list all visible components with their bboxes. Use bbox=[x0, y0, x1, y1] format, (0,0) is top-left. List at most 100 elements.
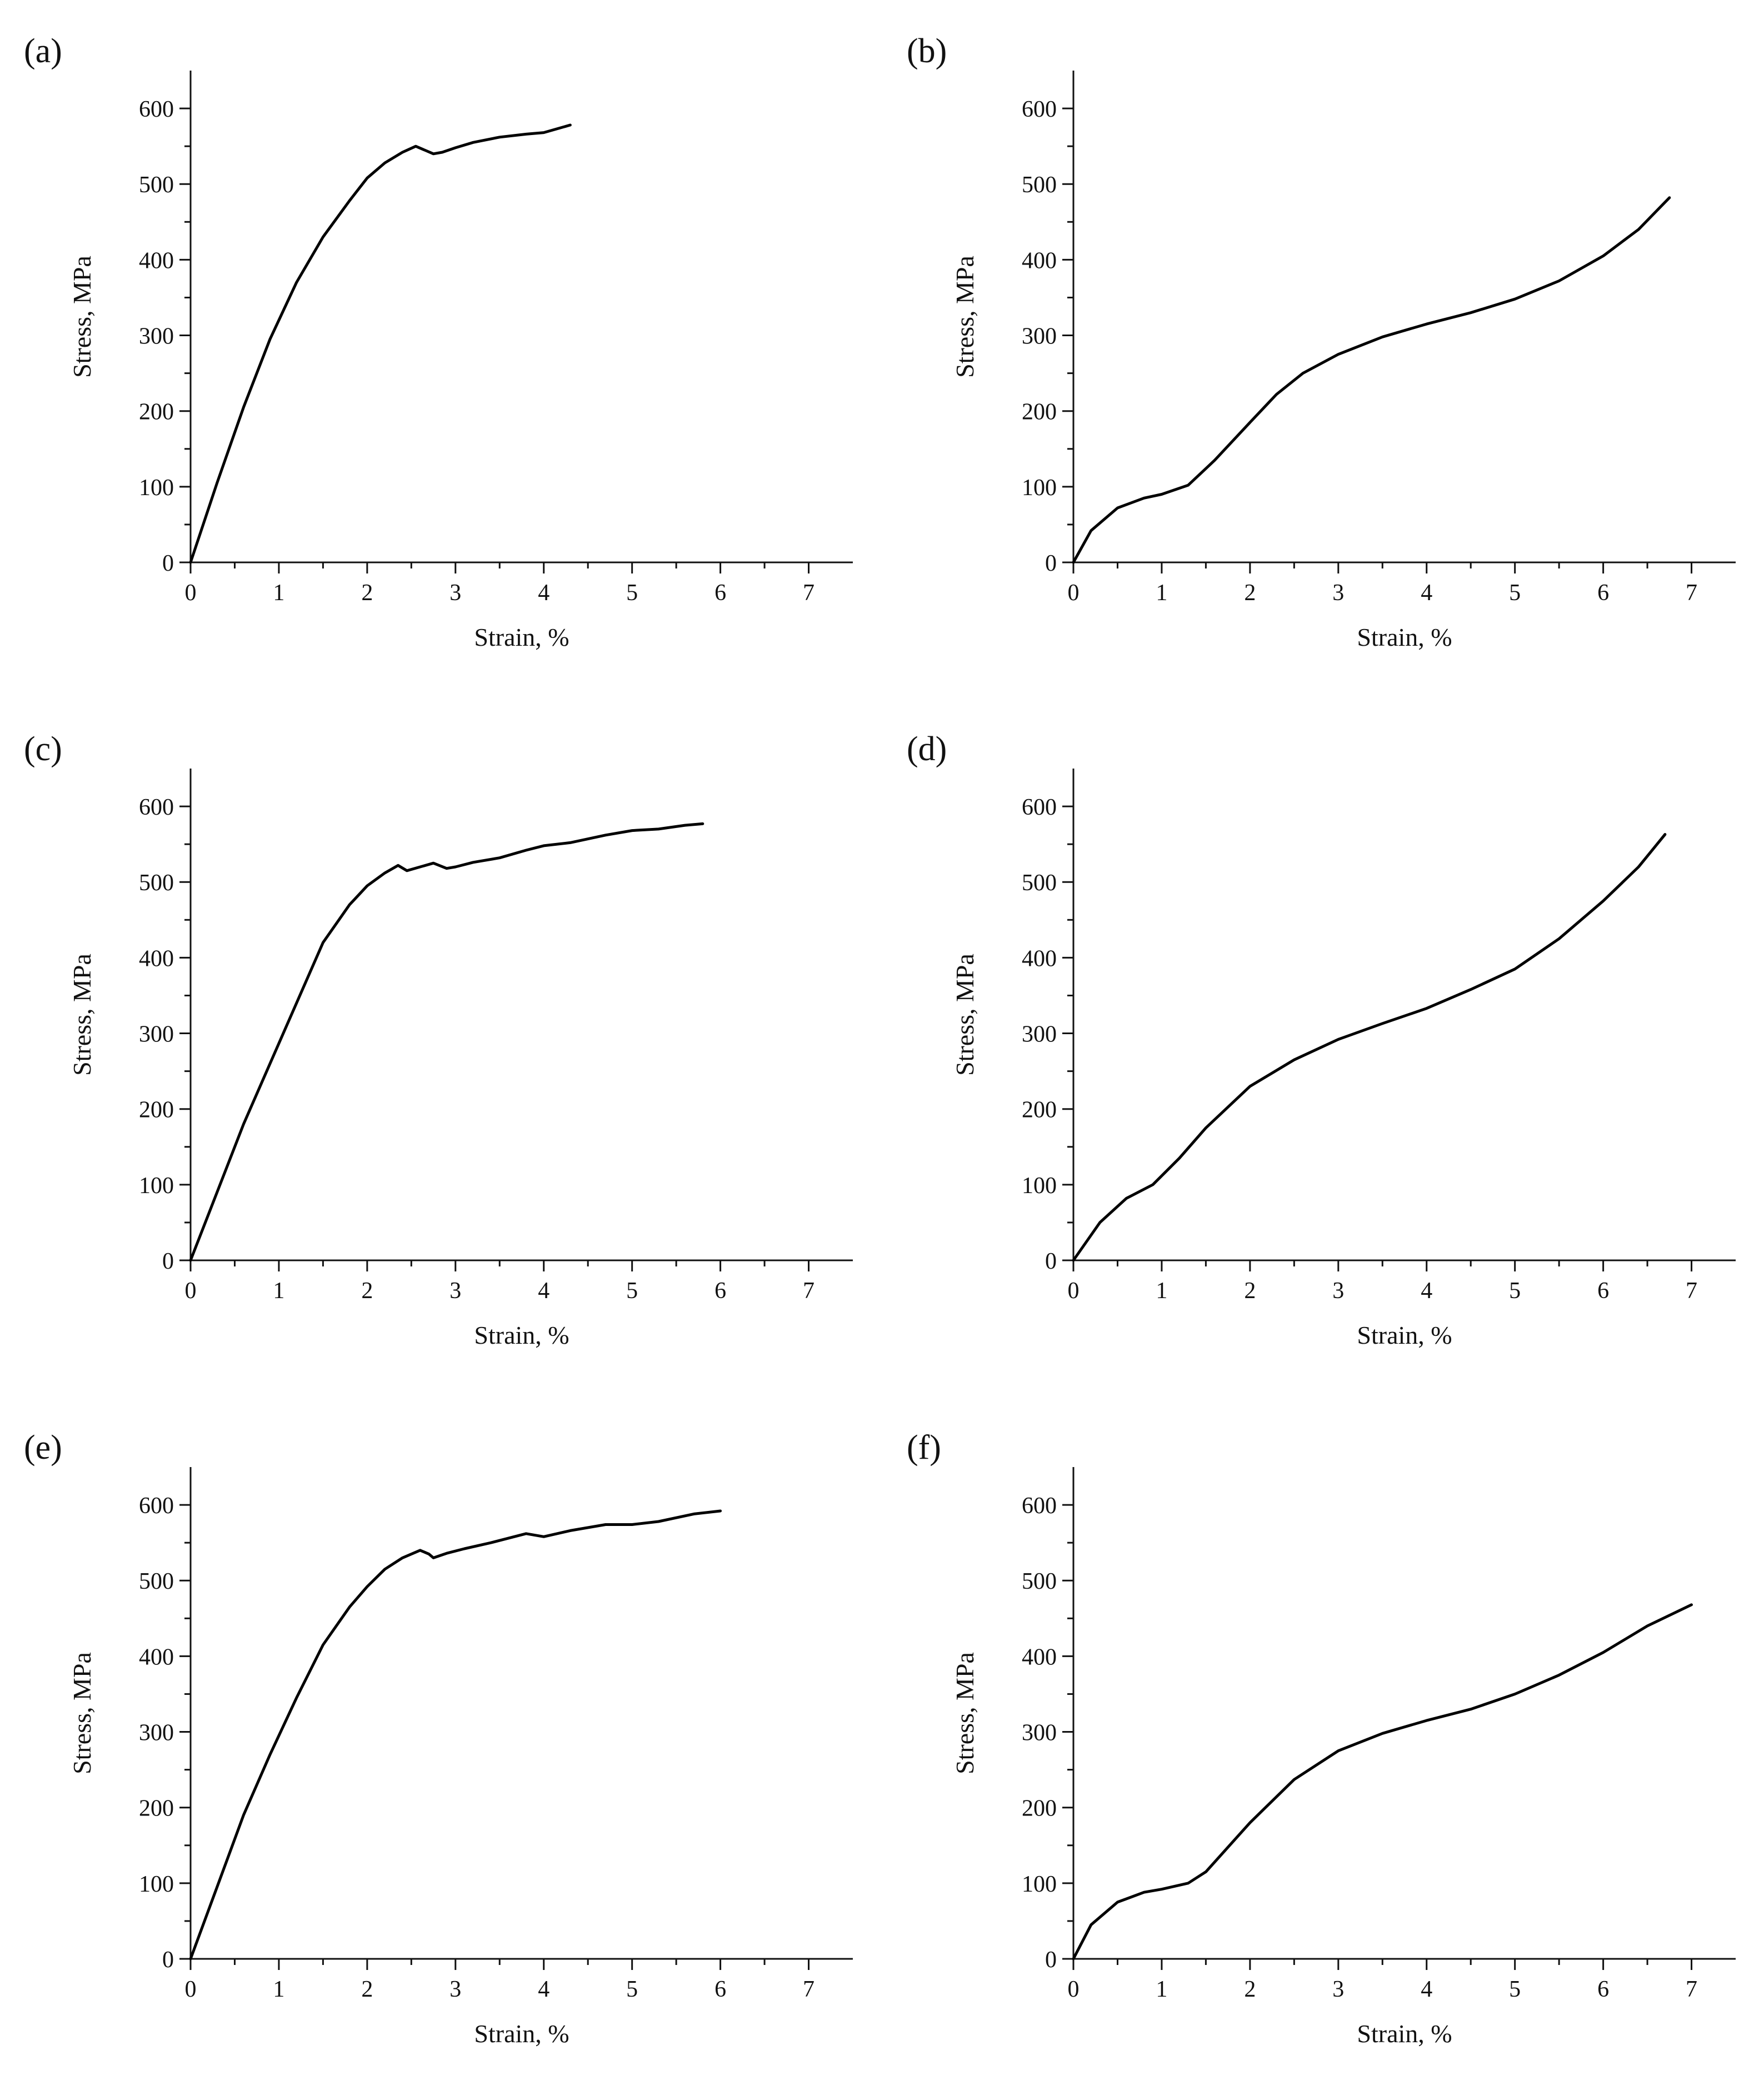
x-tick-label: 6 bbox=[1597, 580, 1609, 606]
x-tick-label: 1 bbox=[273, 1977, 284, 2002]
y-tick-label: 200 bbox=[139, 1098, 174, 1123]
y-tick-label: 0 bbox=[162, 551, 174, 576]
y-tick-label: 500 bbox=[1022, 870, 1057, 896]
chart-panel-d: (d) 0 1 2 3 4 5 6 7 0 100 200 300 400 500 600 Strain, % S… bbox=[907, 730, 1736, 1349]
x-tick-label: 6 bbox=[714, 580, 726, 606]
y-tick-label: 0 bbox=[1045, 551, 1057, 576]
x-tick-label: 3 bbox=[1332, 580, 1344, 606]
x-tick-label: 2 bbox=[1244, 1977, 1256, 2002]
x-tick-label: 6 bbox=[714, 1977, 726, 2002]
x-tick-label: 5 bbox=[1509, 1977, 1521, 2002]
x-tick-label: 1 bbox=[273, 1278, 284, 1304]
y-tick-label: 100 bbox=[1022, 1872, 1057, 1897]
x-tick-label: 4 bbox=[538, 1278, 549, 1304]
x-axis-label: Strain, % bbox=[474, 623, 569, 651]
y-tick-label: 100 bbox=[1022, 475, 1057, 501]
x-axis-label: Strain, % bbox=[1357, 2019, 1452, 2048]
stress-strain-curve bbox=[189, 1509, 722, 1961]
x-tick-label: 5 bbox=[626, 1278, 638, 1304]
x-tick-label: 4 bbox=[1421, 1977, 1432, 2002]
y-tick-label: 500 bbox=[139, 870, 174, 896]
y-tick-label: 400 bbox=[1022, 946, 1057, 971]
x-tick-label: 4 bbox=[538, 1977, 549, 2002]
y-tick-label: 300 bbox=[1022, 324, 1057, 350]
y-tick-label: 400 bbox=[1022, 1644, 1057, 1670]
x-tick-label: 3 bbox=[1332, 1278, 1344, 1304]
y-tick-label: 200 bbox=[1022, 1098, 1057, 1123]
y-tick-label: 100 bbox=[139, 1173, 174, 1199]
chart-panel-a: (a) 0 1 2 3 4 5 6 7 0 100 200 300 400 500 600 Strain, % S… bbox=[24, 32, 853, 651]
x-tick-label: 2 bbox=[361, 1977, 373, 2002]
y-tick-label: 400 bbox=[1022, 248, 1057, 273]
x-axis-label: Strain, % bbox=[474, 1321, 569, 1349]
x-tick-label: 2 bbox=[361, 580, 373, 606]
x-tick-label: 5 bbox=[626, 580, 638, 606]
y-tick-label: 600 bbox=[1022, 97, 1057, 122]
x-tick-label: 7 bbox=[1686, 1278, 1697, 1304]
panel-label: (b) bbox=[907, 32, 947, 70]
y-tick-label: 600 bbox=[139, 1493, 174, 1519]
x-axis-label: Strain, % bbox=[474, 2019, 569, 2048]
x-axis-label: Strain, % bbox=[1357, 623, 1452, 651]
x-tick-label: 0 bbox=[1068, 1977, 1080, 2002]
y-tick-label: 200 bbox=[1022, 400, 1057, 425]
x-tick-label: 3 bbox=[449, 1977, 461, 2002]
y-tick-label: 300 bbox=[1022, 1022, 1057, 1048]
x-tick-label: 6 bbox=[714, 1278, 726, 1304]
y-tick-label: 300 bbox=[139, 1720, 174, 1746]
x-tick-label: 0 bbox=[185, 580, 197, 606]
x-tick-label: 1 bbox=[1156, 1977, 1167, 2002]
y-tick-label: 200 bbox=[1022, 1796, 1057, 1822]
x-tick-label: 1 bbox=[273, 580, 284, 606]
y-tick-label: 600 bbox=[1022, 795, 1057, 820]
y-tick-label: 500 bbox=[1022, 172, 1057, 198]
y-tick-label: 0 bbox=[1045, 1249, 1057, 1274]
x-tick-label: 4 bbox=[1421, 1278, 1432, 1304]
chart-panel-f: (f) 0 1 2 3 4 5 6 7 0 100 200 300 400 500 600 Strain, % S… bbox=[907, 1429, 1736, 2048]
y-tick-label: 300 bbox=[1022, 1720, 1057, 1746]
y-tick-label: 0 bbox=[162, 1249, 174, 1274]
stress-strain-curve bbox=[189, 822, 704, 1262]
y-tick-label: 300 bbox=[139, 1022, 174, 1048]
x-tick-label: 2 bbox=[1244, 1278, 1256, 1304]
y-tick-label: 400 bbox=[139, 946, 174, 971]
y-tick-label: 500 bbox=[139, 172, 174, 198]
y-tick-label: 600 bbox=[139, 97, 174, 122]
x-tick-label: 0 bbox=[1068, 580, 1080, 606]
x-tick-label: 3 bbox=[449, 1278, 461, 1304]
x-tick-label: 4 bbox=[538, 580, 549, 606]
y-axis-label: Stress, MPa bbox=[68, 954, 96, 1076]
x-tick-label: 5 bbox=[1509, 1278, 1521, 1304]
panel-label: (a) bbox=[24, 32, 62, 70]
x-tick-label: 0 bbox=[185, 1977, 197, 2002]
stress-strain-curve bbox=[1072, 1603, 1693, 1961]
y-tick-label: 500 bbox=[1022, 1569, 1057, 1594]
x-tick-label: 7 bbox=[803, 580, 814, 606]
stress-strain-curve bbox=[189, 123, 572, 564]
chart-panel-e: (e) 0 1 2 3 4 5 6 7 0 100 200 300 400 500 600 Strain, % S… bbox=[24, 1429, 853, 2048]
y-tick-label: 400 bbox=[139, 248, 174, 273]
x-tick-label: 5 bbox=[626, 1977, 638, 2002]
y-tick-label: 600 bbox=[139, 795, 174, 820]
panel-label: (f) bbox=[907, 1429, 941, 1466]
x-tick-label: 6 bbox=[1597, 1278, 1609, 1304]
chart-panel-b: (b) 0 1 2 3 4 5 6 7 0 100 200 300 400 500 600 Strain, % S… bbox=[907, 32, 1736, 651]
y-tick-label: 0 bbox=[1045, 1947, 1057, 1973]
x-tick-label: 7 bbox=[803, 1278, 814, 1304]
stress-strain-curve bbox=[1072, 833, 1667, 1262]
y-tick-label: 100 bbox=[1022, 1173, 1057, 1199]
y-tick-label: 100 bbox=[139, 475, 174, 501]
x-tick-label: 3 bbox=[1332, 1977, 1344, 2002]
x-axis-label: Strain, % bbox=[1357, 1321, 1452, 1349]
y-tick-label: 100 bbox=[139, 1872, 174, 1897]
x-tick-label: 7 bbox=[803, 1977, 814, 2002]
stress-strain-curve bbox=[1072, 196, 1671, 564]
x-tick-label: 0 bbox=[1068, 1278, 1080, 1304]
y-tick-label: 500 bbox=[139, 1569, 174, 1594]
x-tick-label: 5 bbox=[1509, 580, 1521, 606]
y-tick-label: 400 bbox=[139, 1644, 174, 1670]
y-tick-label: 200 bbox=[139, 400, 174, 425]
y-tick-label: 300 bbox=[139, 324, 174, 350]
x-tick-label: 4 bbox=[1421, 580, 1432, 606]
y-tick-label: 0 bbox=[162, 1947, 174, 1973]
